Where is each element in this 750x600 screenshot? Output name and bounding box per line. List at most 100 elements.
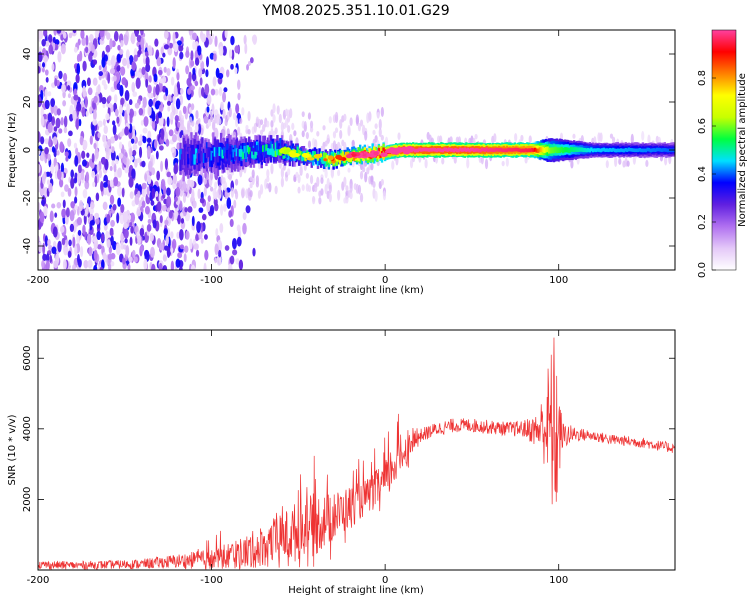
heat-cell [234, 67, 238, 75]
heat-cell [324, 152, 328, 161]
heat-cell [643, 148, 646, 153]
heat-cell [269, 141, 273, 154]
heat-cell [413, 148, 417, 153]
heat-cell [441, 157, 445, 165]
heat-cell [322, 125, 326, 131]
heat-cell [379, 146, 382, 154]
heat-cell [323, 158, 328, 162]
heat-cell [476, 148, 479, 152]
heat-cell [516, 147, 520, 152]
heat-cell [605, 160, 609, 169]
heat-cell [175, 258, 181, 268]
heat-cell [182, 192, 187, 204]
heat-cell [160, 179, 166, 190]
heat-cell [166, 195, 172, 207]
heat-cell [81, 106, 86, 118]
x-tick-label: -200 [27, 275, 50, 286]
heat-cell [238, 259, 244, 270]
heat-cell [115, 72, 120, 84]
heat-cell [312, 154, 315, 166]
heat-cell [106, 32, 111, 40]
heat-cell [569, 146, 573, 152]
heat-cell [162, 265, 168, 270]
heat-cell [251, 151, 254, 159]
heat-cell [136, 208, 142, 217]
heat-cell [116, 212, 120, 224]
heat-cell [101, 97, 107, 105]
heat-cell [41, 173, 46, 185]
heat-cell [230, 187, 234, 198]
heat-cell [43, 30, 48, 37]
heat-cell [359, 170, 364, 180]
heat-cell [80, 171, 85, 181]
heat-cell [341, 151, 345, 159]
heat-cell [90, 219, 95, 226]
heat-cell [502, 148, 506, 153]
heat-cell [91, 153, 95, 163]
heat-cell [51, 246, 57, 254]
heat-cell [153, 73, 158, 83]
heat-cell [42, 253, 47, 261]
heat-cell [109, 38, 113, 50]
heat-cell [155, 49, 160, 59]
heat-cell [110, 55, 116, 67]
heat-cell [613, 148, 616, 153]
heat-cell [228, 210, 233, 218]
heat-cell [218, 146, 221, 156]
heat-cell [226, 69, 230, 78]
heat-cell [277, 143, 281, 156]
heat-cell [234, 178, 239, 186]
snr-x-label: Height of straight line (km) [288, 585, 424, 596]
heat-cell [370, 162, 374, 171]
snr-frame [37, 329, 676, 571]
heat-cell [562, 148, 565, 154]
heat-cell [327, 158, 331, 163]
heat-cell [223, 147, 226, 157]
heat-cell [44, 88, 48, 99]
heat-cell [118, 114, 122, 125]
heat-cell [191, 154, 195, 165]
heat-cell [287, 124, 291, 133]
heat-cell [582, 147, 585, 153]
heat-cell [258, 146, 262, 154]
heat-cell [350, 153, 357, 157]
heat-cell [323, 160, 326, 164]
heat-cell [180, 217, 185, 224]
heat-cell [111, 160, 115, 167]
heat-cell [112, 124, 117, 136]
heat-cell [528, 135, 532, 144]
heat-cell [307, 140, 312, 149]
heat-cell [254, 151, 257, 159]
heat-cell [44, 147, 49, 155]
heat-cell [194, 57, 200, 66]
heat-cell [118, 48, 124, 55]
heat-cell [137, 235, 142, 246]
heat-cell [249, 151, 253, 159]
heat-cell [380, 178, 384, 186]
heat-cell [326, 157, 329, 165]
heat-cell [145, 63, 151, 73]
heat-cell [194, 148, 198, 159]
heat-cell [89, 106, 93, 115]
heat-cell [38, 131, 41, 143]
heat-cell [121, 187, 125, 198]
heat-cell [199, 197, 205, 204]
heat-cell [72, 109, 77, 121]
heat-cell [658, 147, 662, 152]
heat-cell [107, 253, 113, 260]
heat-cell [273, 142, 276, 156]
heat-cell [93, 249, 98, 261]
heat-cell [54, 39, 60, 46]
heat-cell [165, 87, 169, 97]
heat-cell [234, 190, 239, 200]
heat-cell [122, 211, 128, 224]
heat-cell [615, 148, 618, 153]
heat-cell [115, 159, 119, 165]
heat-cell [173, 42, 179, 53]
heat-cell [105, 230, 109, 239]
heat-cell [633, 148, 637, 153]
heat-cell [50, 163, 55, 174]
heat-cell [566, 147, 570, 153]
heat-cell [60, 226, 65, 233]
heat-cell [40, 136, 45, 145]
